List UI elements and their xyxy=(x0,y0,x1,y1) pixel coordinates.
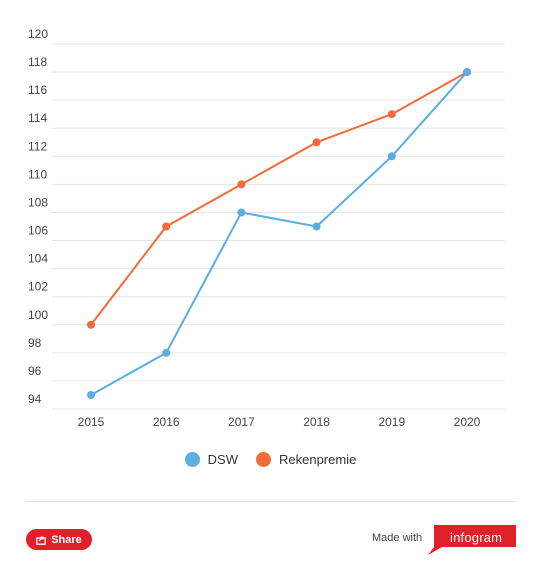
legend-dot-icon xyxy=(256,452,271,467)
share-button[interactable]: Share xyxy=(26,529,92,550)
y-tick-label: 106 xyxy=(28,224,48,238)
data-point-dsw[interactable] xyxy=(312,222,321,231)
data-point-dsw[interactable] xyxy=(237,208,246,217)
data-point-rekenpremie[interactable] xyxy=(87,320,95,329)
y-tick-label: 102 xyxy=(28,280,48,294)
x-tick-label: 2019 xyxy=(378,415,405,429)
y-tick-label: 104 xyxy=(28,252,48,266)
made-with-text: Made with xyxy=(372,532,423,544)
y-tick-label: 112 xyxy=(28,139,47,153)
x-tick-label: 2016 xyxy=(153,415,180,429)
infogram-logo-icon[interactable] xyxy=(428,525,516,555)
y-tick-label: 96 xyxy=(28,364,42,378)
data-point-rekenpremie[interactable] xyxy=(387,110,396,119)
data-points[interactable] xyxy=(87,68,471,399)
legend-label-dsw: DSW xyxy=(207,452,238,467)
footer-divider xyxy=(26,501,516,502)
y-tick-label: 116 xyxy=(28,83,47,97)
x-tick-label: 2015 xyxy=(78,415,105,429)
line-chart: 949698100102104106108110112114116118120 … xyxy=(28,27,505,429)
x-axis-ticks: 2015 2016 2017 2018 2019 2020 xyxy=(78,415,481,429)
series-lines xyxy=(90,71,468,396)
y-tick-label: 114 xyxy=(28,111,47,125)
legend-label-rekenpremie: Rekenpremie xyxy=(279,452,357,467)
data-point-rekenpremie[interactable] xyxy=(162,222,171,231)
x-tick-label: 2017 xyxy=(228,415,255,429)
series-line-rekenpremie xyxy=(90,71,468,326)
y-tick-label: 108 xyxy=(28,195,48,209)
y-axis-ticks: 94 96 98 100 102 104 106 108 110 112 114 116 118 120 xyxy=(28,27,48,406)
data-point-dsw[interactable] xyxy=(87,390,95,399)
y-tick-label: 110 xyxy=(28,167,47,181)
share-button-label: Share xyxy=(51,533,82,546)
data-point-rekenpremie[interactable] xyxy=(237,180,246,189)
series-line-dsw xyxy=(90,71,468,396)
y-tick-label: 98 xyxy=(28,336,42,350)
chart-legend: DSW Rekenpremie xyxy=(0,452,541,467)
legend-dot-icon xyxy=(184,452,200,467)
y-tick-label: 118 xyxy=(28,55,47,69)
share-icon xyxy=(36,536,47,545)
y-tick-label: 94 xyxy=(28,392,42,406)
y-tick-label: 120 xyxy=(28,27,48,41)
data-point-dsw[interactable] xyxy=(387,152,396,161)
legend-item-rekenpremie[interactable]: Rekenpremie xyxy=(256,452,356,467)
data-point-rekenpremie[interactable] xyxy=(312,138,321,147)
data-point-dsw[interactable] xyxy=(463,68,471,77)
y-tick-label: 100 xyxy=(28,308,48,322)
x-tick-label: 2020 xyxy=(454,415,481,429)
infogram-brand: infogram xyxy=(450,530,503,545)
data-point-dsw[interactable] xyxy=(162,348,171,357)
x-tick-label: 2018 xyxy=(303,415,330,429)
legend-item-dsw[interactable]: DSW xyxy=(184,452,238,467)
grid-lines xyxy=(52,43,505,410)
